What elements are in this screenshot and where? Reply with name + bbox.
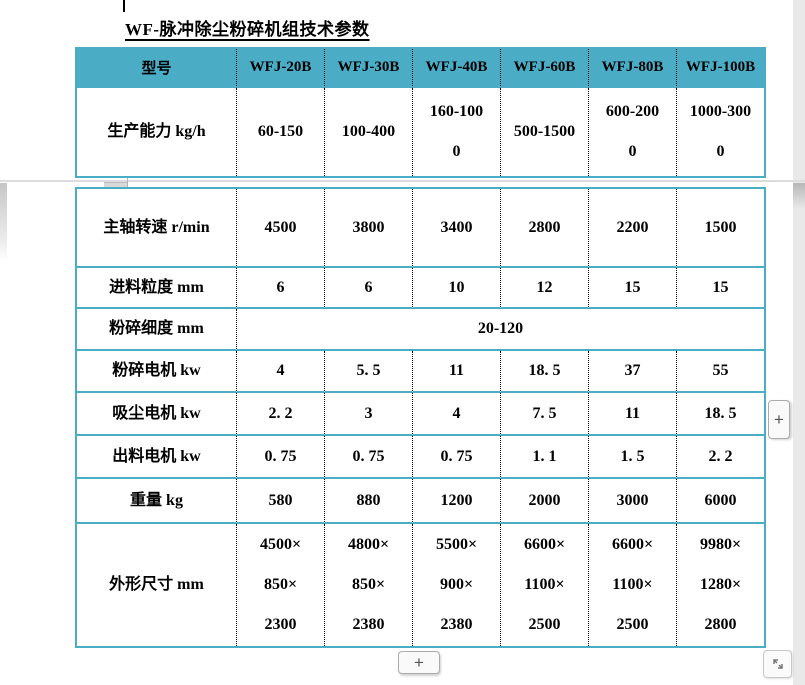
table-cell[interactable]: 880: [325, 479, 413, 524]
diagonal-resize-icon: [770, 656, 786, 672]
row-label[interactable]: 主轴转速 r/min: [77, 189, 237, 268]
table-cell[interactable]: 3800: [325, 189, 413, 268]
table-split-line: [0, 180, 805, 182]
row-label[interactable]: 进料粒度 mm: [77, 268, 237, 309]
header-cell[interactable]: WFJ-40B: [413, 49, 501, 88]
table-cell[interactable]: 18. 5: [677, 393, 764, 436]
row-label[interactable]: 粉碎电机 kw: [77, 351, 237, 393]
table-cell[interactable]: 11: [589, 393, 677, 436]
plus-icon: +: [414, 653, 424, 672]
table-cell[interactable]: 6600× 1100× 2500: [589, 524, 677, 646]
table-cell[interactable]: 5. 5: [325, 351, 413, 393]
page-edge-shadow: [793, 183, 805, 209]
text-caret: [123, 0, 125, 12]
table-cell[interactable]: 500-1500: [501, 88, 589, 176]
table-cell[interactable]: 3400: [413, 189, 501, 268]
row-label[interactable]: 重量 kg: [77, 479, 237, 524]
row-label[interactable]: 外形尺寸 mm: [77, 524, 237, 646]
table-cell[interactable]: 15: [589, 268, 677, 309]
table-split-tick: [127, 171, 128, 187]
page-title[interactable]: WF-脉冲除尘粉碎机组技术参数: [125, 20, 370, 39]
table-cell[interactable]: 6: [237, 268, 325, 309]
table-cell[interactable]: 4: [237, 351, 325, 393]
table-cell[interactable]: 2200: [589, 189, 677, 268]
table-cell[interactable]: 0. 75: [325, 436, 413, 479]
table-cell[interactable]: 11: [413, 351, 501, 393]
table-cell[interactable]: 100-400: [325, 88, 413, 176]
add-column-button[interactable]: +: [768, 400, 790, 439]
plus-icon: +: [774, 410, 784, 429]
row-label[interactable]: 出料电机 kw: [77, 436, 237, 479]
table-cell[interactable]: 0. 75: [413, 436, 501, 479]
table-resize-button[interactable]: [763, 650, 792, 678]
table-cell[interactable]: 18. 5: [501, 351, 589, 393]
table-split-handle[interactable]: [104, 182, 128, 188]
table-cell[interactable]: 2800: [501, 189, 589, 268]
table-cell[interactable]: 9980× 1280× 2800: [699, 536, 742, 633]
table-cell[interactable]: 1. 5: [589, 436, 677, 479]
page-edge-strip: [793, 0, 805, 685]
header-cell[interactable]: WFJ-60B: [501, 49, 589, 88]
table-cell[interactable]: 1000-300 0: [689, 103, 752, 160]
table-cell[interactable]: 4500: [237, 189, 325, 268]
header-cell[interactable]: WFJ-30B: [325, 49, 413, 88]
table-cell[interactable]: 4: [413, 393, 501, 436]
table-part-2: 主轴转速 r/min 4500 3800 3400 2800 2200 1500…: [75, 187, 766, 648]
table-cell[interactable]: 6000: [677, 479, 764, 524]
merged-cell-fineness[interactable]: 20-120: [237, 309, 764, 351]
table-cell[interactable]: 15: [677, 268, 764, 309]
row-label[interactable]: 生产能力 kg/h: [77, 88, 237, 176]
left-page-shadow: [0, 183, 7, 261]
table-cell[interactable]: 160-100 0: [413, 88, 501, 176]
table-cell[interactable]: 60-150: [237, 88, 325, 176]
table-cell[interactable]: 1. 1: [501, 436, 589, 479]
header-cell[interactable]: WFJ-80B: [589, 49, 677, 88]
header-cell[interactable]: WFJ-20B: [237, 49, 325, 88]
table-cell[interactable]: 2000: [501, 479, 589, 524]
table-cell[interactable]: 37: [589, 351, 677, 393]
table-cell[interactable]: 2. 2: [237, 393, 325, 436]
table-cell[interactable]: 4500× 850× 2300: [237, 524, 325, 646]
add-row-button[interactable]: +: [398, 651, 440, 674]
table-cell[interactable]: 4800× 850× 2380: [325, 524, 413, 646]
table-cell[interactable]: 5500× 900× 2380: [413, 524, 501, 646]
table-cell[interactable]: 0. 75: [237, 436, 325, 479]
table-cell[interactable]: 2. 2: [677, 436, 764, 479]
table-cell[interactable]: 6: [325, 268, 413, 309]
table-part-1: 型号 WFJ-20B WFJ-30B WFJ-40B WFJ-60B WFJ-8…: [75, 47, 766, 178]
table-cell[interactable]: 12: [501, 268, 589, 309]
table-cell[interactable]: 7. 5: [501, 393, 589, 436]
header-cell-model[interactable]: 型号: [77, 49, 237, 88]
table-cell[interactable]: 580: [237, 479, 325, 524]
table-cell[interactable]: 10: [413, 268, 501, 309]
table-cell[interactable]: 3: [325, 393, 413, 436]
table-cell[interactable]: 6600× 1100× 2500: [501, 524, 589, 646]
table-cell[interactable]: 600-200 0: [589, 88, 677, 176]
table-cell[interactable]: 1500: [677, 189, 764, 268]
table-cell[interactable]: 1200: [413, 479, 501, 524]
row-label[interactable]: 吸尘电机 kw: [77, 393, 237, 436]
row-label[interactable]: 粉碎细度 mm: [77, 309, 237, 351]
table-cell[interactable]: 55: [677, 351, 764, 393]
header-cell[interactable]: WFJ-100B: [677, 49, 764, 88]
table-cell[interactable]: 3000: [589, 479, 677, 524]
